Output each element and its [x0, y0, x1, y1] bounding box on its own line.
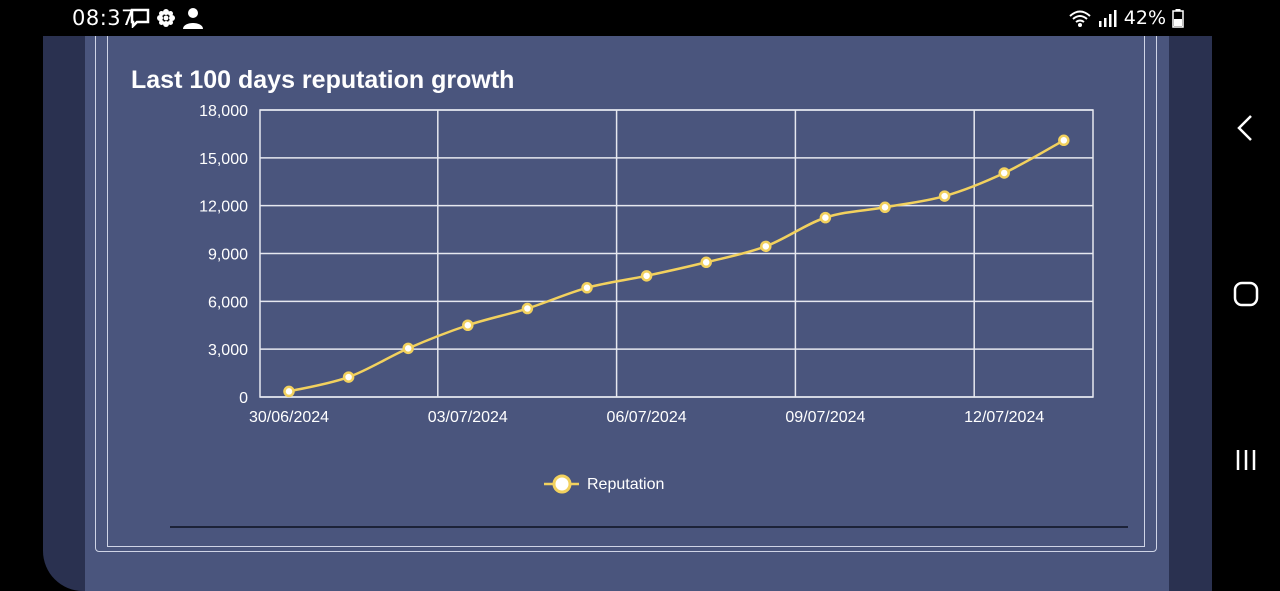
data-point[interactable] [938, 190, 951, 202]
status-time: 08:37 [72, 6, 136, 30]
card-outer-border [95, 36, 1157, 552]
legend-label: Reputation [587, 476, 664, 493]
x-tick-label: 03/07/2024 [428, 409, 508, 426]
data-point[interactable] [342, 371, 355, 383]
data-point[interactable] [640, 270, 653, 282]
chart-title: Last 100 days reputation growth [131, 66, 515, 94]
data-point[interactable] [462, 319, 474, 331]
recents-icon[interactable] [1230, 444, 1262, 476]
reputation-chart: 0 3,000 6,000 9,000 12,000 15,000 18,000 30/06… [199, 103, 1094, 494]
data-point[interactable] [283, 385, 295, 398]
app-frame: Last 100 days reputation growth 0 3,000 6,… [43, 36, 1212, 591]
data-point[interactable] [819, 211, 832, 224]
divider-line [170, 526, 1128, 528]
data-point[interactable] [760, 240, 772, 253]
x-tick-label: 06/07/2024 [607, 409, 687, 426]
y-tick-label: 3,000 [208, 342, 248, 359]
data-point[interactable] [402, 342, 414, 355]
data-point[interactable] [1058, 134, 1070, 147]
x-tick-label: 09/07/2024 [785, 409, 865, 426]
x-tick-label: 12/07/2024 [964, 409, 1044, 426]
card-inner-border [107, 36, 1145, 547]
y-tick-label: 12,000 [199, 199, 248, 216]
data-point[interactable] [998, 167, 1010, 179]
legend-marker [552, 474, 572, 494]
status-bar: 08:37 42% [0, 0, 1212, 36]
y-tick-label: 9,000 [208, 247, 248, 264]
status-icons-right: 42% [1068, 7, 1184, 29]
x-tick-label: 30/06/2024 [249, 409, 329, 426]
signal-icon [1098, 10, 1117, 27]
chart-legend[interactable]: Reputation [544, 474, 664, 494]
y-tick-label: 15,000 [199, 151, 248, 168]
data-point[interactable] [879, 201, 891, 214]
home-icon[interactable] [1230, 278, 1262, 310]
status-icons-left [130, 7, 204, 29]
wifi-icon [1069, 10, 1091, 27]
battery-icon [1172, 9, 1184, 28]
data-point[interactable] [700, 256, 712, 269]
person-icon [183, 8, 203, 29]
data-point[interactable] [581, 282, 593, 294]
back-icon[interactable] [1230, 112, 1262, 144]
navigation-bar [1212, 0, 1280, 591]
message-icon [130, 8, 150, 28]
y-tick-label: 18,000 [199, 103, 248, 120]
reputation-card: Last 100 days reputation growth 0 3,000 6,… [85, 36, 1169, 591]
series-line-reputation [288, 139, 1065, 393]
battery-percentage: 42% [1123, 7, 1166, 29]
y-tick-label: 6,000 [208, 294, 248, 311]
data-point[interactable] [521, 302, 534, 315]
y-tick-label: 0 [239, 390, 248, 407]
flower-icon [157, 9, 175, 27]
